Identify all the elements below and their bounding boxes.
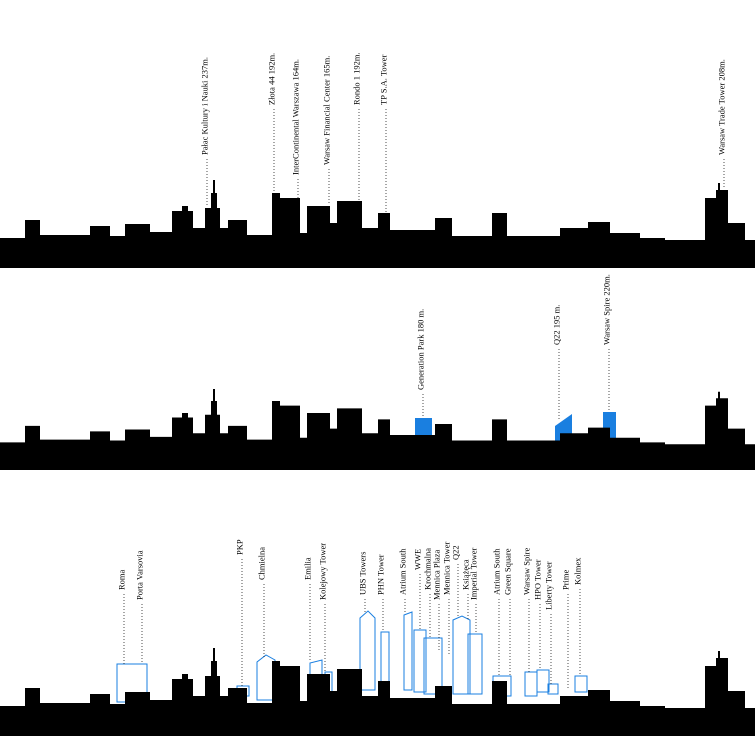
building-label: Warsaw Spire 220m.: [602, 274, 612, 345]
skyline: [0, 648, 755, 736]
outline: [467, 633, 483, 695]
building-label: Roma: [117, 569, 127, 590]
building-label: Mennica Plaza: [432, 550, 442, 600]
building-label: Kolmex: [573, 557, 583, 585]
building-label: Prime: [561, 569, 571, 590]
building-label: Chmielna: [257, 547, 267, 580]
outline: [413, 629, 427, 693]
outline: [452, 615, 471, 695]
building-label: Q22 195 m.: [552, 305, 562, 345]
outline: [359, 610, 376, 691]
building-label: UBS Towers: [358, 552, 368, 595]
planned-outlines: [116, 610, 588, 703]
building-label: Pałac Kultury i Nauki 237m.: [200, 57, 210, 155]
building-label: Mennica Tower: [442, 542, 452, 595]
outline: [403, 611, 413, 691]
outline: [547, 683, 559, 695]
building-label: Liberty Tower: [544, 561, 554, 610]
building-label: HPO Tower: [533, 559, 543, 600]
skyline: [0, 389, 755, 470]
building-label: Warsaw Trade Tower 208m.: [717, 59, 727, 155]
building-label: Złota 44 192m.: [267, 53, 277, 105]
building-label: InterContinental Warszawa 164m.: [291, 59, 301, 175]
building-label: PHN Tower: [376, 554, 386, 595]
building-label: Kolejowy Tower: [318, 543, 328, 600]
building-label: Warsaw Spire: [522, 548, 532, 595]
building-label: PKP: [235, 539, 245, 555]
outline: [423, 637, 443, 695]
building-label: Atrium South: [398, 548, 408, 595]
building-label: Emilia: [303, 557, 313, 580]
building-label: Green Square: [503, 548, 513, 595]
building-label: Q22: [451, 545, 461, 560]
outline: [536, 669, 550, 693]
skyline: [0, 180, 755, 268]
building-label: WWE: [413, 549, 423, 570]
outline: [574, 675, 588, 693]
building-label: Generation Park 180 m.: [416, 309, 426, 390]
building-label: Atrium South: [492, 548, 502, 595]
building-label: Porta Varsovia: [135, 550, 145, 600]
building-label: TP S.A. Tower: [379, 54, 389, 105]
building-label: Warsaw Financial Center 165m.: [322, 56, 332, 165]
building-label: Rondo 1 192m.: [352, 52, 362, 105]
building-label: Imperial Tower: [469, 547, 479, 600]
building-label: Książęca: [461, 559, 471, 590]
building-label: Krochmalna: [423, 548, 433, 590]
